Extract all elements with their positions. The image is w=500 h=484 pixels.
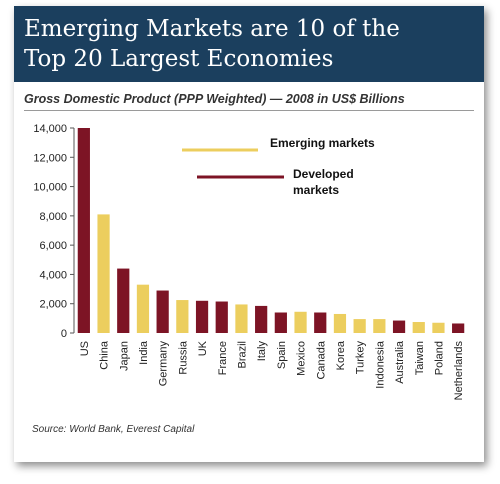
y-tick-label: 12,000 [33, 152, 67, 164]
x-tick-label: Turkey [355, 341, 367, 375]
x-tick-label: UK [197, 340, 209, 356]
legend-label-developed-2: markets [293, 183, 339, 197]
x-tick-label: Canada [315, 340, 327, 379]
x-tick-label: Germany [158, 341, 170, 387]
x-tick-label: Italy [256, 341, 268, 362]
title-line-2: Top 20 Largest Economies [24, 46, 334, 72]
bar-uk [195, 300, 209, 333]
x-tick-label: Korea [335, 340, 347, 370]
bar-australia [392, 320, 406, 333]
bar-russia [176, 300, 189, 333]
bar-poland [432, 322, 445, 333]
x-tick-label: Brazil [236, 341, 248, 369]
bar-spain [274, 312, 287, 333]
bar-mexico [294, 311, 307, 333]
bar-turkey [353, 319, 366, 333]
x-tick-label: Japan [118, 341, 130, 371]
bar-india [136, 284, 150, 333]
bar-brazil [235, 304, 248, 333]
x-tick-label: Taiwan [414, 341, 426, 375]
bar-taiwan [412, 322, 425, 333]
x-tick-label: US [79, 341, 91, 356]
y-tick-label: 8,000 [39, 211, 67, 223]
y-tick-label: 6,000 [39, 240, 67, 252]
title-banner: Emerging Markets are 10 of the Top 20 La… [14, 6, 484, 82]
x-tick-label: Russia [177, 340, 189, 375]
legend-label-emerging: Emerging markets [270, 136, 375, 150]
x-tick-label: Indonesia [374, 340, 386, 389]
bars [77, 128, 465, 333]
y-tick-label: 4,000 [39, 269, 67, 281]
y-tick-label: 2,000 [39, 299, 67, 311]
legend: Emerging markets Developed markets [182, 136, 375, 197]
x-tick-label: India [138, 340, 150, 365]
bar-canada [314, 312, 327, 333]
bar-indonesia [373, 319, 386, 333]
bar-germany [156, 290, 169, 333]
y-tick-label: 14,000 [33, 123, 67, 135]
x-axis-labels: US China Japan India Germany Russia UK France Br… [79, 340, 465, 400]
bar-china [97, 214, 110, 333]
legend-label-developed: Developed [293, 167, 354, 181]
source-note: Source: World Bank, Everest Capital [32, 424, 195, 435]
x-tick-label: Spain [276, 341, 288, 369]
chart-card: Emerging Markets are 10 of the Top 20 La… [14, 6, 484, 462]
chart-subtitle: Gross Domestic Product (PPP Weighted) — … [24, 92, 405, 106]
x-tick-label: Netherlands [453, 341, 465, 401]
bar-netherlands [452, 323, 465, 333]
y-tick-label: 0 [61, 328, 67, 340]
y-tick-label: 10,000 [33, 182, 67, 194]
x-tick-label: France [217, 341, 229, 375]
bar-us [77, 128, 90, 333]
x-tick-label: Mexico [296, 341, 308, 376]
x-tick-label: Poland [433, 341, 445, 375]
bar-japan [117, 268, 130, 333]
title-line-1: Emerging Markets are 10 of the [24, 16, 400, 42]
x-tick-label: China [99, 340, 111, 370]
bar-korea [333, 313, 347, 333]
y-axis: 0 2,000 4,000 6,000 8,000 10,000 12,000 14,000 [33, 123, 75, 340]
bar-france [215, 301, 228, 333]
x-tick-label: Australia [394, 340, 406, 384]
divider [24, 110, 474, 111]
bar-italy [255, 305, 268, 333]
